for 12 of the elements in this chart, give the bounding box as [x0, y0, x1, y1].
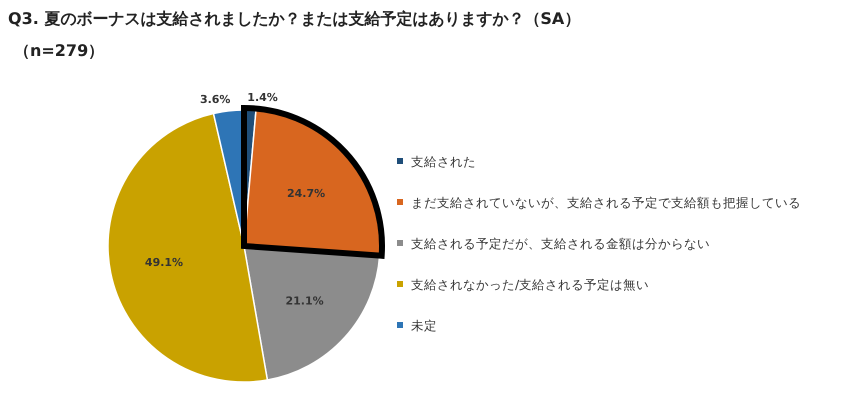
data-label: 24.7% [287, 187, 326, 200]
legend-label: まだ支給されていないが、支給される予定で支給額も把握している [411, 195, 801, 210]
chart-subtitle: （n=279） [14, 41, 104, 60]
chart-title: Q3. 夏のボーナスは支給されましたか？または支給予定はありますか？（SA） [8, 9, 580, 28]
legend-label: 支給されなかった/支給される予定は無い [411, 277, 650, 292]
legend-label: 未定 [411, 318, 437, 333]
legend-label: 支給された [411, 154, 476, 169]
data-label: 3.6% [200, 92, 230, 106]
legend-label: 支給される予定だが、支給される金額は分からない [411, 236, 710, 251]
data-label: 1.4% [247, 91, 278, 104]
data-label: 49.1% [144, 256, 184, 270]
data-label: 21.1% [285, 294, 324, 308]
